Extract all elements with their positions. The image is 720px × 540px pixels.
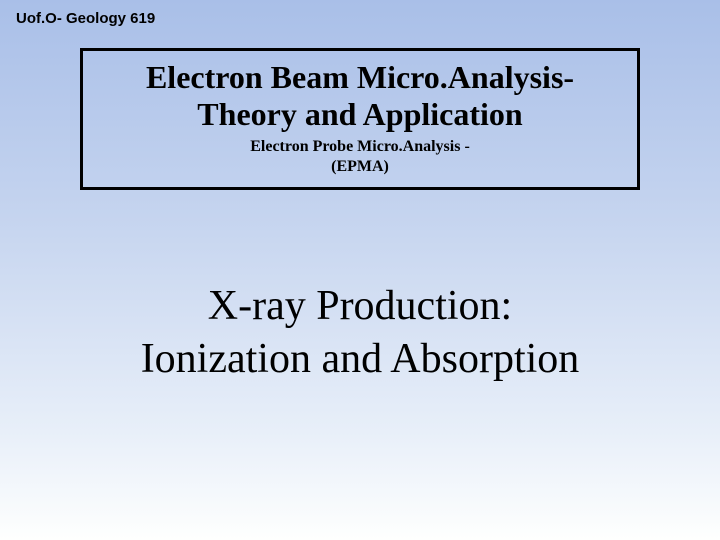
topic-line2: Ionization and Absorption xyxy=(141,336,580,382)
topic-line1: X-ray Production: xyxy=(208,283,512,329)
slide-container: Uof.O- Geology 619 Electron Beam Micro.A… xyxy=(0,0,720,540)
title-main: Electron Beam Micro.Analysis- Theory and… xyxy=(95,59,625,133)
topic-heading: X-ray Production: Ionization and Absorpt… xyxy=(0,280,720,385)
title-box: Electron Beam Micro.Analysis- Theory and… xyxy=(80,48,640,190)
title-sub-line1: Electron Probe Micro.Analysis - xyxy=(250,138,470,155)
title-main-line1: Electron Beam Micro.Analysis- xyxy=(146,59,574,95)
course-header: Uof.O- Geology 619 xyxy=(16,10,155,27)
title-main-line2: Theory and Application xyxy=(197,96,522,132)
title-sub-line2: (EPMA) xyxy=(331,158,389,175)
title-sub: Electron Probe Micro.Analysis - (EPMA) xyxy=(95,137,625,177)
